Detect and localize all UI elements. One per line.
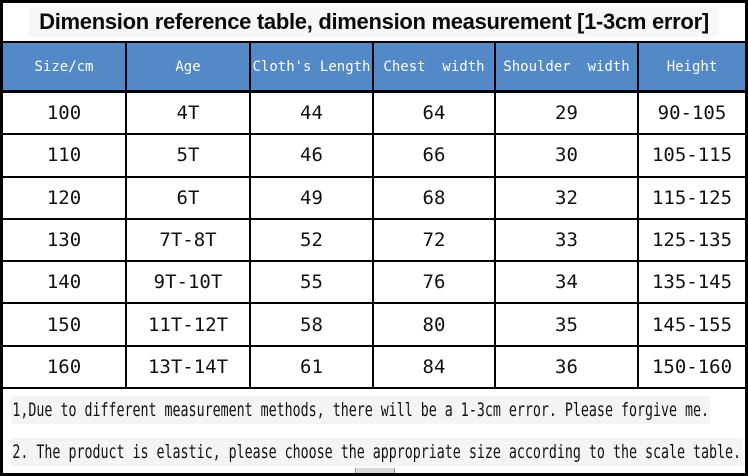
table-cell: 145-155 bbox=[639, 304, 745, 347]
table-cell: 32 bbox=[496, 177, 639, 220]
table-cell: 84 bbox=[374, 346, 496, 389]
note-line: 2. The product is elastic, please choose… bbox=[3, 431, 745, 473]
table-cell: 135-145 bbox=[639, 262, 745, 305]
column-header-chest: Chest width bbox=[374, 43, 496, 90]
table-cell: 55 bbox=[251, 262, 374, 305]
table-cell: 33 bbox=[496, 219, 639, 263]
table-cell: 4T bbox=[127, 93, 251, 136]
table-cell: 66 bbox=[374, 135, 496, 178]
table-cell: 90-105 bbox=[639, 93, 745, 136]
table-cell: 61 bbox=[251, 346, 374, 389]
table-row: 160 13T-14T 61 84 36 150-160 bbox=[3, 346, 745, 389]
note-elastic-product: 2. The product is elastic, please choose… bbox=[11, 438, 743, 466]
table-cell: 44 bbox=[251, 93, 374, 136]
title-bar: Dimension reference table, dimension mea… bbox=[3, 3, 745, 43]
table-cell: 64 bbox=[374, 93, 496, 136]
table-row: 130 7T-8T 52 72 33 125-135 bbox=[3, 219, 745, 263]
table-cell: 46 bbox=[251, 135, 374, 178]
table-cell: 160 bbox=[3, 346, 127, 389]
bottom-edge-artifact bbox=[355, 468, 395, 473]
table-cell: 110 bbox=[3, 135, 127, 178]
table-cell: 7T-8T bbox=[127, 219, 251, 263]
table-cell: 29 bbox=[496, 93, 639, 136]
table-cell: 35 bbox=[496, 304, 639, 347]
table-cell: 125-135 bbox=[639, 220, 745, 263]
note-measurement-error: 1,Due to different measurement methods, … bbox=[11, 396, 711, 424]
column-header-age: Age bbox=[127, 43, 251, 90]
table-cell: 30 bbox=[496, 135, 639, 178]
table-cell: 140 bbox=[3, 262, 127, 305]
column-header-size: Size/cm bbox=[3, 43, 127, 90]
table-cell: 150 bbox=[3, 304, 127, 347]
table-row: 120 6T 49 68 32 115-125 bbox=[3, 177, 745, 220]
table-cell: 68 bbox=[374, 177, 496, 220]
table-cell: 76 bbox=[374, 262, 496, 305]
table-cell: 115-125 bbox=[639, 178, 745, 220]
table-row: 110 5T 46 66 30 105-115 bbox=[3, 135, 745, 178]
table-cell: 130 bbox=[3, 219, 127, 263]
table-cell: 13T-14T bbox=[127, 346, 251, 389]
column-header-shoulder: Shoulder width bbox=[496, 43, 639, 90]
table-cell: 9T-10T bbox=[127, 262, 251, 305]
table-cell: 49 bbox=[251, 177, 374, 220]
table-cell: 72 bbox=[374, 219, 496, 263]
column-header-height: Height bbox=[666, 58, 718, 75]
table-cell: 11T-12T bbox=[127, 304, 251, 347]
table-body: 100 4T 44 64 29 90-105 110 5T 46 66 30 1… bbox=[3, 93, 745, 389]
table-cell: 150-160 bbox=[639, 347, 745, 389]
page-title: Dimension reference table, dimension mea… bbox=[29, 7, 719, 37]
table-cell: 120 bbox=[3, 177, 127, 220]
table-cell: 80 bbox=[374, 304, 496, 347]
table-cell: 34 bbox=[496, 262, 639, 305]
table-header-row: Size/cm Age Cloth's Length Chest width S… bbox=[3, 43, 745, 93]
table-row: 100 4T 44 64 29 90-105 bbox=[3, 93, 745, 136]
table-cell: 6T bbox=[127, 177, 251, 220]
table-cell: 100 bbox=[3, 93, 127, 136]
table-cell: 105-115 bbox=[639, 135, 745, 178]
table-cell: 36 bbox=[496, 346, 639, 389]
column-header-length: Cloth's Length bbox=[251, 43, 374, 90]
table-row: 150 11T-12T 58 80 35 145-155 bbox=[3, 304, 745, 347]
table-row: 140 9T-10T 55 76 34 135-145 bbox=[3, 262, 745, 305]
notes-section: 1,Due to different measurement methods, … bbox=[3, 389, 745, 473]
table-cell: 58 bbox=[251, 304, 374, 347]
table-cell: 52 bbox=[251, 219, 374, 263]
note-line: 1,Due to different measurement methods, … bbox=[3, 389, 745, 431]
table-cell: 5T bbox=[127, 135, 251, 178]
